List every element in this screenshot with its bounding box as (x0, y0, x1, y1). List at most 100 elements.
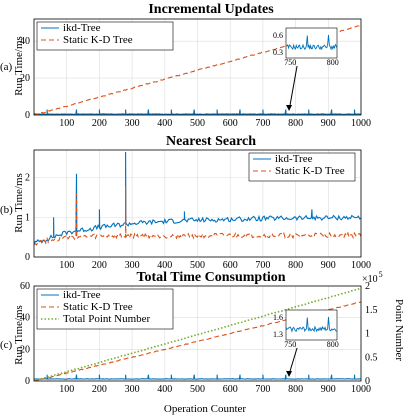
x-tick-label: 200 (92, 118, 107, 129)
legend-label: ikd-Tree (63, 22, 101, 34)
inset-y-tick-label: 1.3 (273, 330, 283, 339)
inset-series-line (285, 316, 338, 333)
x-tick-label: 800 (288, 118, 303, 129)
panel-title: Total Time Consumption (136, 270, 285, 285)
x-tick-label: 500 (190, 384, 205, 395)
panel-b: Nearest Search (b) Run Time/ms 100 200 300… (0, 134, 371, 271)
y-axis-label: Run Time/ms (13, 305, 25, 365)
panel-title: Incremental Updates (148, 2, 274, 17)
right-y-tick-label: 1.5 (365, 305, 378, 316)
panel-c: Total Time Consumption (c) Run Time/ms P… (0, 270, 403, 415)
right-y-axis-label: Point Number (393, 299, 403, 361)
inset: 750 800 1.3 1.6 (273, 309, 339, 349)
x-tick-label: 300 (125, 384, 140, 395)
x-tick-label: 900 (321, 260, 336, 271)
legend-box (36, 21, 174, 51)
x-tick-label: 500 (190, 260, 205, 271)
x-tick-label: 900 (321, 384, 336, 395)
panel-label: (c) (0, 339, 13, 351)
right-y-tick-label: 1 (365, 329, 370, 340)
inset: 750 800 0.3 0.6 (273, 27, 339, 67)
x-tick-label: 600 (223, 260, 238, 271)
panel-label: (b) (0, 204, 13, 216)
annotation-arrow (289, 65, 298, 106)
right-axis-multiplier: ×105 (362, 270, 383, 285)
x-tick-label: 200 (92, 260, 107, 271)
inset-x-tick-label: 800 (327, 340, 339, 349)
annotation-arrowhead (286, 105, 293, 111)
plot-area: 100 200 300 400 500 600 700 800 900 1000 0 20 40 ikd-… (20, 18, 371, 129)
x-tick-label: 700 (255, 118, 270, 129)
annotation-arrowhead (286, 371, 293, 377)
y-axis-label: Run Time/ms (13, 36, 25, 96)
legend-label: Static K-D Tree (63, 34, 133, 46)
legend-label: Total Point Number (63, 313, 151, 325)
x-tick-label: 100 (59, 384, 74, 395)
y-axis-label: Run Time/ms (13, 173, 25, 233)
x-tick-label: 500 (190, 118, 205, 129)
y-tick-label: 60 (20, 281, 30, 292)
y-tick-label: 0 (25, 252, 30, 263)
x-tick-label: 800 (288, 384, 303, 395)
y-tick-label: 0 (25, 376, 30, 387)
right-axis-multiplier-exponent: 5 (379, 270, 383, 279)
series-line (34, 109, 361, 115)
inset-x-tick-label: 800 (327, 58, 339, 67)
panel-label: (a) (0, 61, 13, 73)
x-tick-label: 100 (59, 260, 74, 271)
x-tick-label: 300 (125, 118, 140, 129)
x-tick-label: 900 (321, 118, 336, 129)
legend-box (248, 152, 356, 182)
annotation-arrow (289, 347, 298, 372)
x-tick-label: 700 (255, 260, 270, 271)
x-tick-label: 800 (288, 260, 303, 271)
plot-frame (33, 149, 362, 258)
inset-frame (285, 27, 338, 59)
y-tick-label: 20 (20, 344, 30, 355)
x-tick-label: 100 (59, 118, 74, 129)
inset-y-tick-label: 0.6 (273, 31, 283, 40)
plot-area: 100 200 300 400 500 600 700 800 900 1000020406000… (20, 281, 378, 395)
y-tick-label: 2 (25, 173, 30, 184)
inset-x-tick-label: 750 (284, 58, 296, 67)
y-tick-label: 20 (20, 73, 30, 84)
legend-label: Static K-D Tree (275, 165, 345, 177)
x-tick-label: 1000 (351, 384, 371, 395)
x-tick-label: 1000 (351, 260, 371, 271)
plot-frame (33, 18, 362, 116)
y-tick-label: 40 (20, 313, 30, 324)
x-tick-label: 700 (255, 384, 270, 395)
right-y-tick-label: 0 (365, 376, 370, 387)
series-line (34, 151, 361, 245)
legend-label: Static K-D Tree (63, 301, 133, 313)
x-tick-label: 400 (157, 384, 172, 395)
x-axis-label: Operation Counter (164, 403, 247, 415)
legend-label: ikd-Tree (275, 153, 313, 165)
x-tick-label: 600 (223, 384, 238, 395)
inset-y-tick-label: 0.3 (273, 48, 283, 57)
y-tick-label: 1 (25, 212, 30, 223)
inset-y-tick-label: 1.6 (273, 313, 283, 322)
right-y-tick-label: 0.5 (365, 352, 378, 363)
series-line (34, 374, 361, 380)
legend-box (36, 288, 174, 330)
panel-a: Incremental Updates (a) Run Time/ms 100 2… (0, 2, 371, 129)
x-tick-label: 400 (157, 260, 172, 271)
inset-x-tick-label: 750 (284, 340, 296, 349)
panel-title: Nearest Search (166, 134, 256, 149)
right-axis-multiplier-base: ×10 (362, 274, 378, 285)
x-tick-label: 1000 (351, 118, 371, 129)
x-tick-label: 400 (157, 118, 172, 129)
inset-frame (285, 309, 338, 341)
right-y-tick-label: 2 (365, 281, 370, 292)
legend-label: ikd-Tree (63, 289, 101, 301)
plot-area: 100 200 300 400 500 600 700 800 900 1000 0 1 2 ikd-Tr… (25, 149, 371, 271)
y-tick-label: 0 (25, 110, 30, 121)
y-tick-label: 40 (20, 36, 30, 47)
series-line (34, 287, 361, 381)
x-tick-label: 600 (223, 118, 238, 129)
